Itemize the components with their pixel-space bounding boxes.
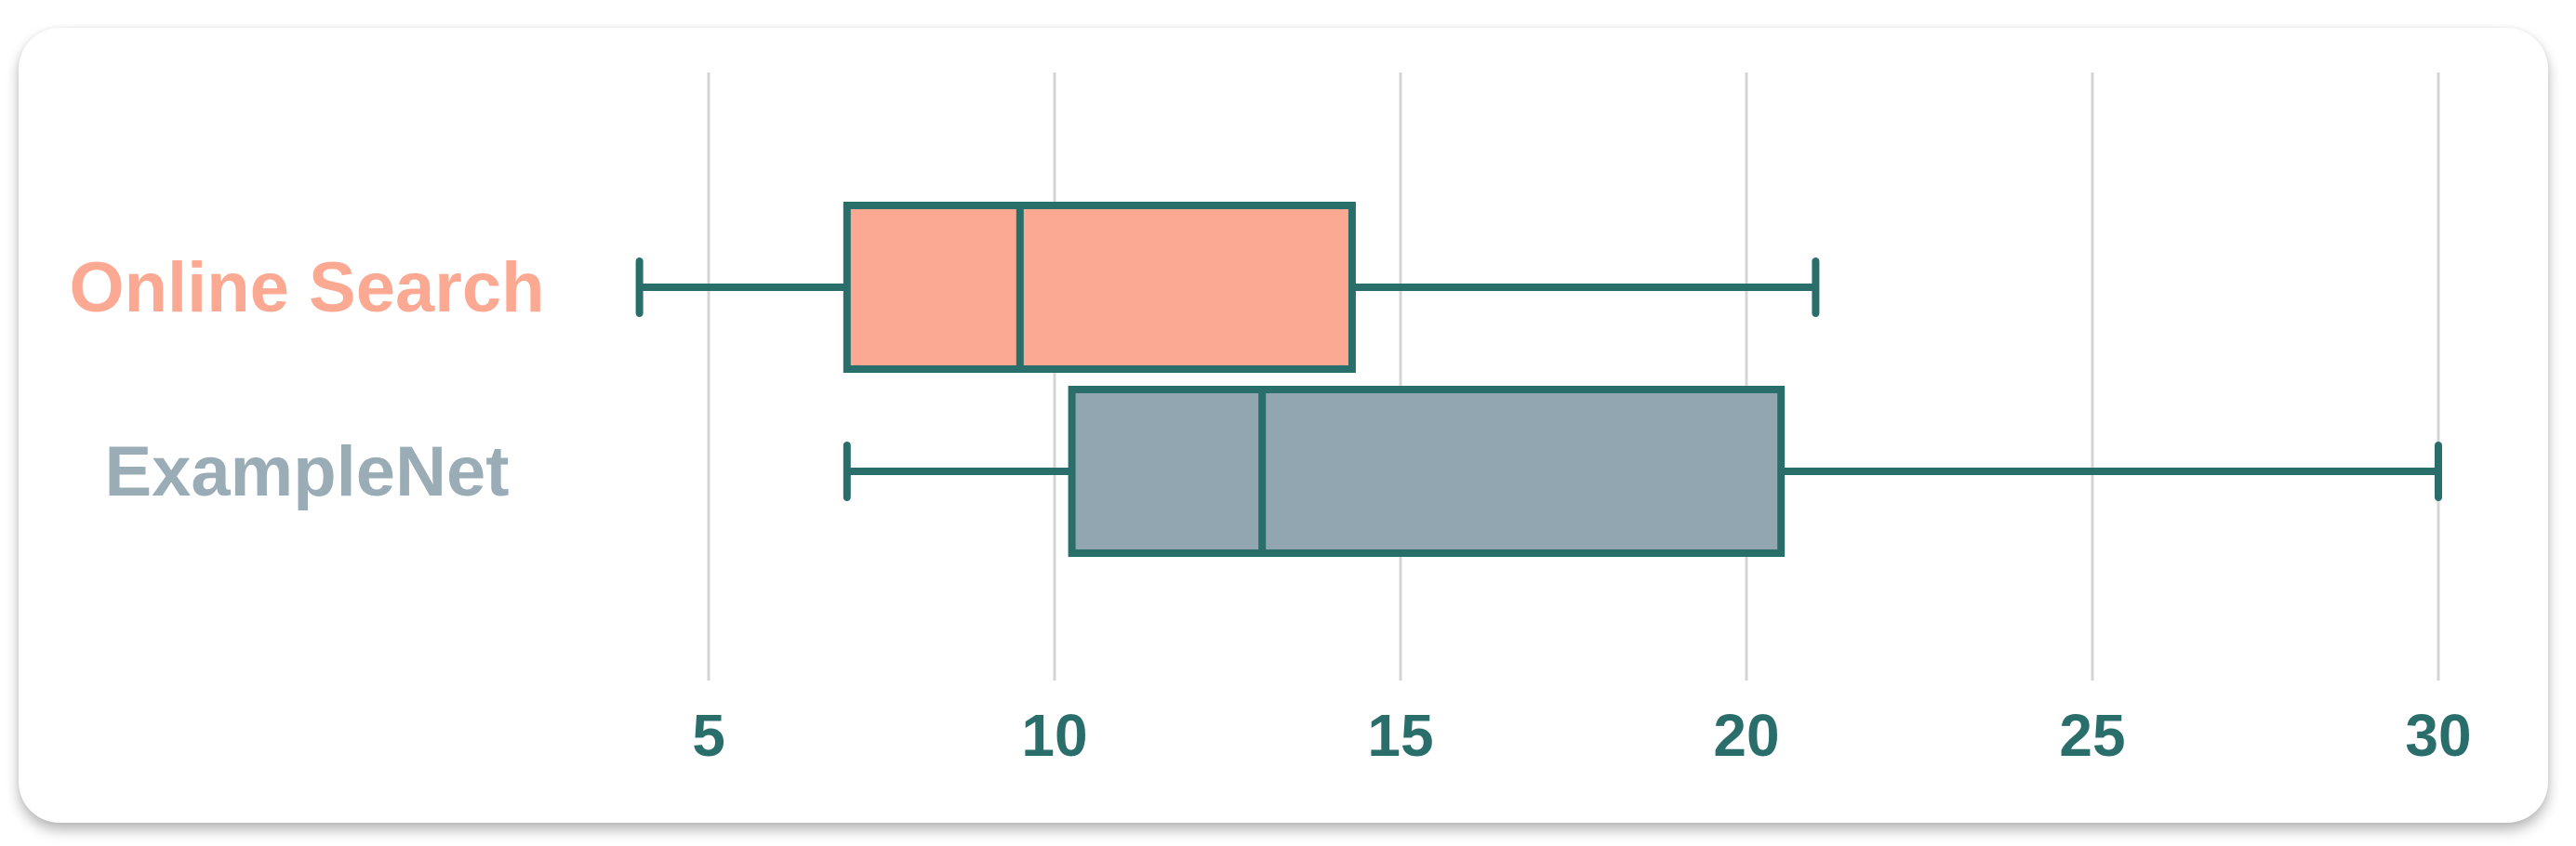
x-tick-label: 15 <box>1367 702 1433 769</box>
x-tick-label: 5 <box>692 702 725 769</box>
chart-card: Online Search ExampleNet 5 10 15 20 25 30 <box>19 28 2548 823</box>
boxplot-chart: Online Search ExampleNet 5 10 15 20 25 30 <box>69 73 2472 769</box>
x-tick-label: 10 <box>1021 702 1087 769</box>
iqr-box <box>843 202 1356 373</box>
category-label: Online Search <box>69 248 544 327</box>
box-series <box>843 386 2442 557</box>
x-axis-ticks: 5 10 15 20 25 30 <box>692 702 2471 769</box>
x-tick-label: 20 <box>1713 702 1779 769</box>
category-labels: Online Search ExampleNet <box>69 248 544 511</box>
boxes <box>635 202 2442 557</box>
gridlines <box>707 73 2440 681</box>
x-tick-label: 25 <box>2059 702 2125 769</box>
box-series <box>635 202 1820 373</box>
iqr-box <box>1068 386 1786 557</box>
category-label: ExampleNet <box>104 432 509 511</box>
x-tick-label: 30 <box>2405 702 2471 769</box>
